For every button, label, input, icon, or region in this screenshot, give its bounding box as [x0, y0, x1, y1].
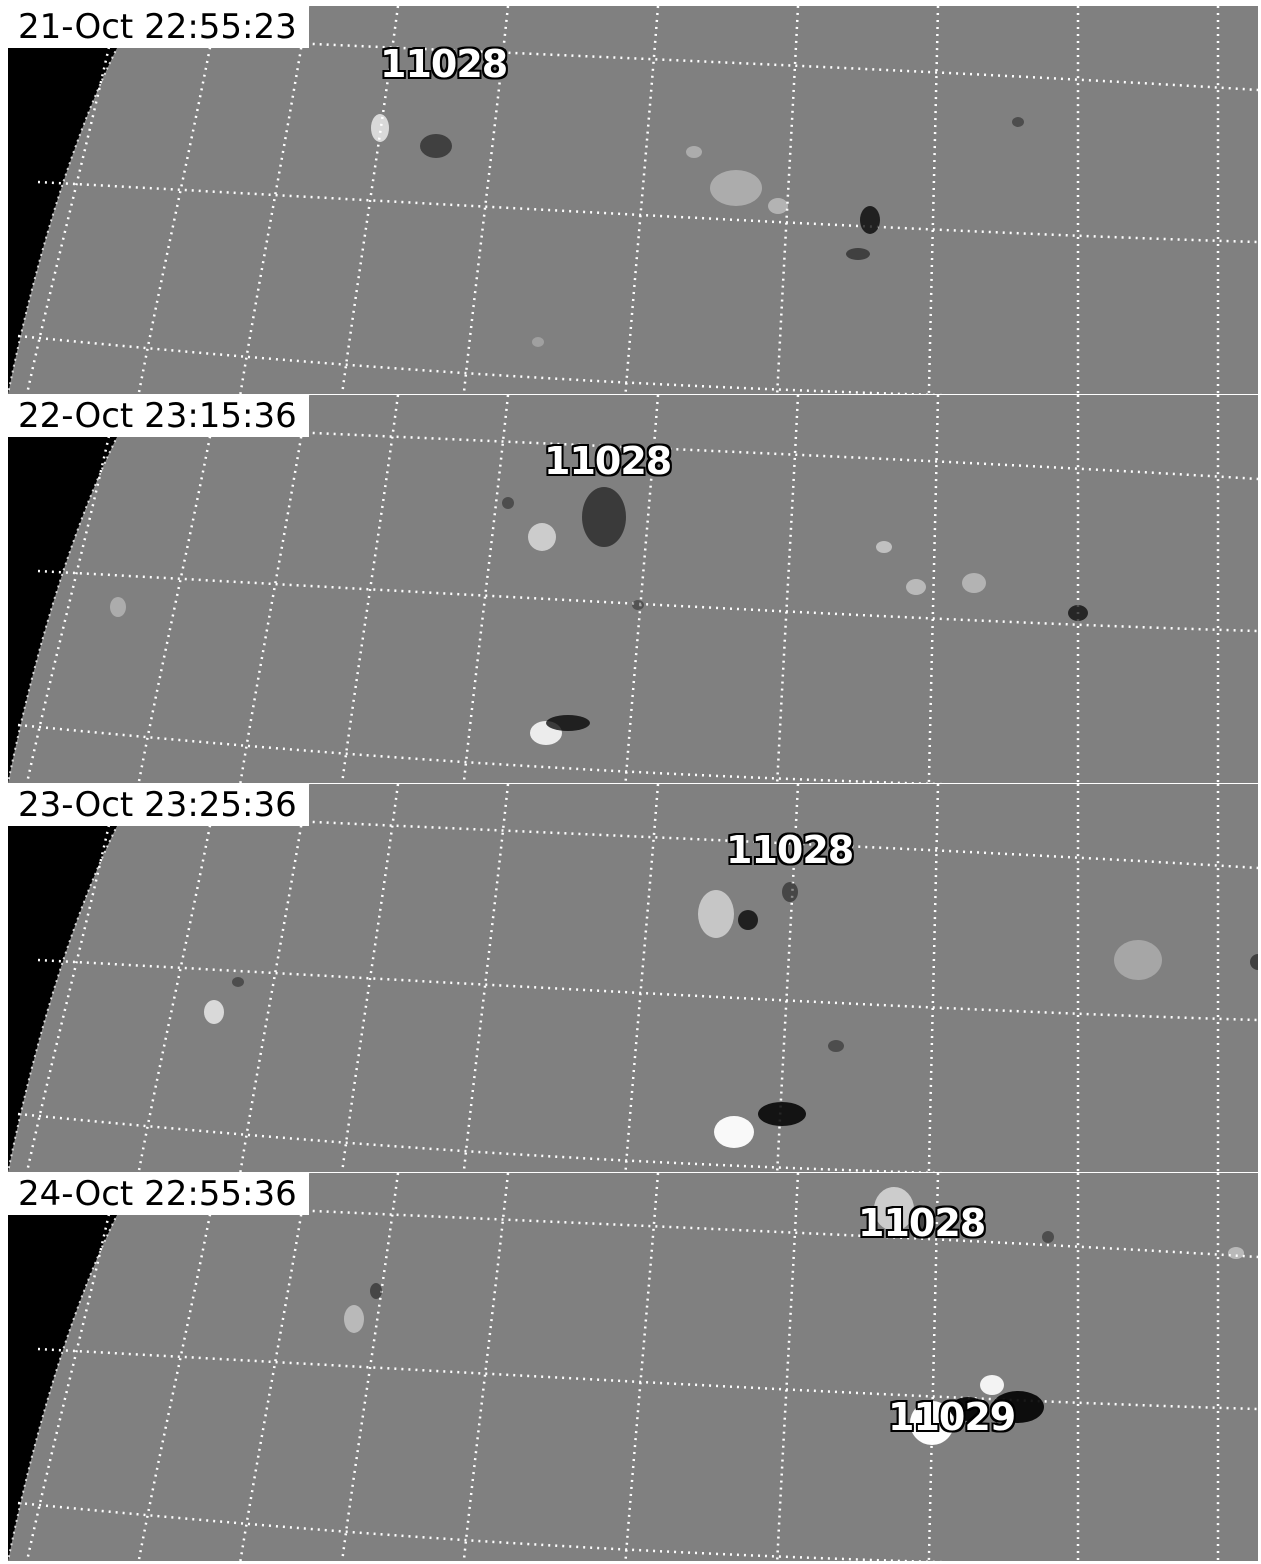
magnetogram-panel-3: 23-Oct 23:25:36 11028: [8, 784, 1258, 1172]
magnetogram-panel-1: 21-Oct 22:55:23 11028: [8, 6, 1258, 394]
panel-timestamp: 22-Oct 23:15:36: [8, 395, 309, 437]
active-region-label: 11028: [544, 439, 672, 483]
magnetogram-image: [8, 784, 1258, 1172]
active-region-label: 11028: [726, 828, 854, 872]
magnetogram-sequence: 21-Oct 22:55:23 11028 22-Oct 23:15:36 11…: [8, 6, 1258, 1561]
panel-timestamp: 23-Oct 23:25:36: [8, 784, 309, 826]
magnetogram-panel-4: 24-Oct 22:55:36 11028 11029: [8, 1173, 1258, 1561]
magnetogram-image: [8, 395, 1258, 783]
magnetogram-image: [8, 1173, 1258, 1561]
panel-timestamp: 24-Oct 22:55:36: [8, 1173, 309, 1215]
active-region-label: 11028: [380, 42, 508, 86]
magnetogram-image: [8, 6, 1258, 394]
magnetogram-panel-2: 22-Oct 23:15:36 11028: [8, 395, 1258, 783]
active-region-label: 11028: [858, 1201, 986, 1245]
active-region-label: 11029: [888, 1395, 1016, 1439]
panel-timestamp: 21-Oct 22:55:23: [8, 6, 309, 48]
